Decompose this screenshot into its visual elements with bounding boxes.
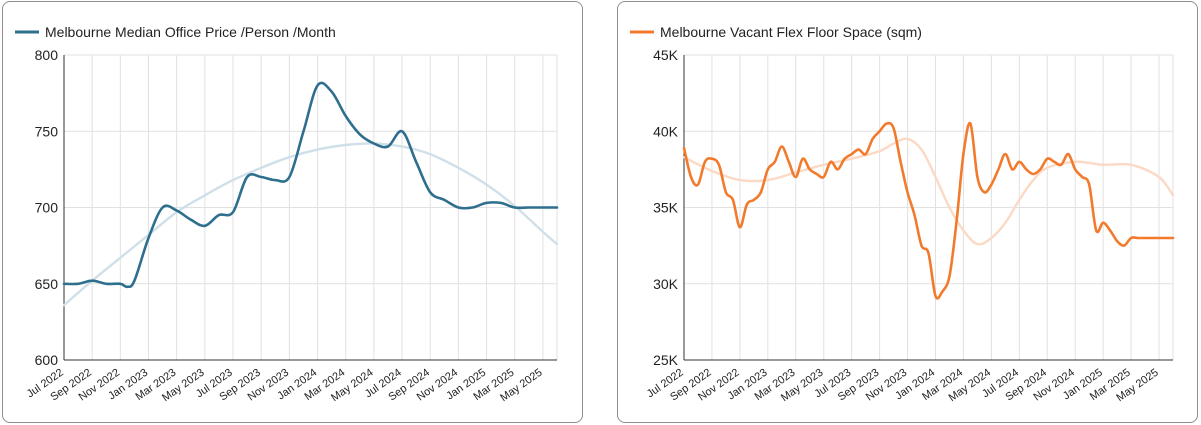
legend-label: Melbourne Vacant Flex Floor Space (sqm) xyxy=(660,24,922,40)
chart-office-price: Melbourne Median Office Price /Person /M… xyxy=(15,24,559,404)
chart-panel-office-price: Melbourne Median Office Price /Person /M… xyxy=(2,1,583,423)
series-line-trend xyxy=(62,142,559,307)
y-tick-label: 700 xyxy=(35,200,59,216)
series-line-primary xyxy=(682,121,1175,300)
y-tick-label: 750 xyxy=(35,123,59,139)
y-tick-label: 40K xyxy=(653,123,679,139)
series-line-primary xyxy=(62,81,559,289)
y-tick-label: 800 xyxy=(35,47,59,63)
chart-panel-flex-space: Melbourne Vacant Flex Floor Space (sqm) … xyxy=(617,1,1198,423)
y-tick-label: 650 xyxy=(35,276,59,292)
y-tick-label: 25K xyxy=(653,352,679,368)
y-tick-label: 600 xyxy=(35,352,59,368)
legend-label: Melbourne Median Office Price /Person /M… xyxy=(45,24,336,40)
series-line-trend xyxy=(682,137,1175,246)
y-tick-label: 30K xyxy=(653,276,679,292)
y-tick-label: 35K xyxy=(653,200,679,216)
y-tick-label: 45K xyxy=(653,47,679,63)
chart-flex-space: Melbourne Vacant Flex Floor Space (sqm) … xyxy=(630,24,1175,404)
